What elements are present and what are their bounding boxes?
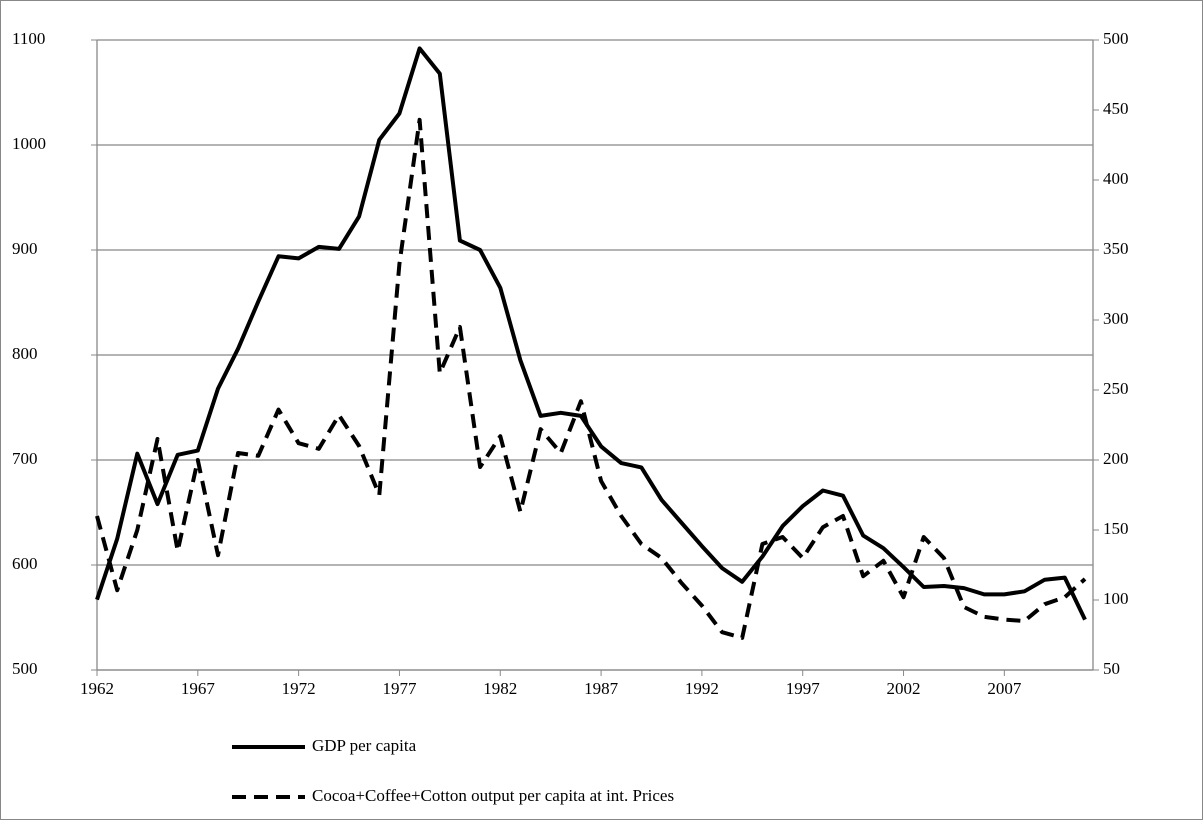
y-tick-label: 900 <box>12 239 38 258</box>
y-tick-label: 800 <box>12 344 38 363</box>
x-tick-label: 1962 <box>80 679 114 698</box>
x-tick-label: 1997 <box>786 679 821 698</box>
x-tick-label: 1987 <box>584 679 619 698</box>
y2-tick-label: 50 <box>1103 659 1120 678</box>
x-tick-label: 1972 <box>282 679 316 698</box>
y2-tick-label: 450 <box>1103 99 1129 118</box>
y2-tick-label: 400 <box>1103 169 1129 188</box>
y2-tick-label: 350 <box>1103 239 1129 258</box>
y2-tick-label: 300 <box>1103 309 1129 328</box>
x-tick-label: 1967 <box>181 679 216 698</box>
legend-label: GDP per capita <box>312 736 417 755</box>
y-tick-label: 500 <box>12 659 38 678</box>
y2-tick-label: 500 <box>1103 29 1129 48</box>
y-tick-label: 700 <box>12 449 38 468</box>
y-tick-label: 600 <box>12 554 38 573</box>
y-tick-label: 1000 <box>12 134 46 153</box>
y2-tick-label: 150 <box>1103 519 1129 538</box>
y-tick-label: 1100 <box>12 29 45 48</box>
y2-tick-label: 250 <box>1103 379 1129 398</box>
x-tick-label: 1977 <box>382 679 417 698</box>
legend-label: Cocoa+Coffee+Cotton output per capita at… <box>312 786 674 805</box>
x-tick-label: 1982 <box>483 679 517 698</box>
series-line <box>95 117 1087 640</box>
x-tick-label: 1992 <box>685 679 719 698</box>
series-line <box>95 46 1087 621</box>
y2-tick-label: 200 <box>1103 449 1129 468</box>
y2-tick-label: 100 <box>1103 589 1129 608</box>
x-tick-label: 2002 <box>887 679 921 698</box>
x-tick-label: 2007 <box>987 679 1022 698</box>
